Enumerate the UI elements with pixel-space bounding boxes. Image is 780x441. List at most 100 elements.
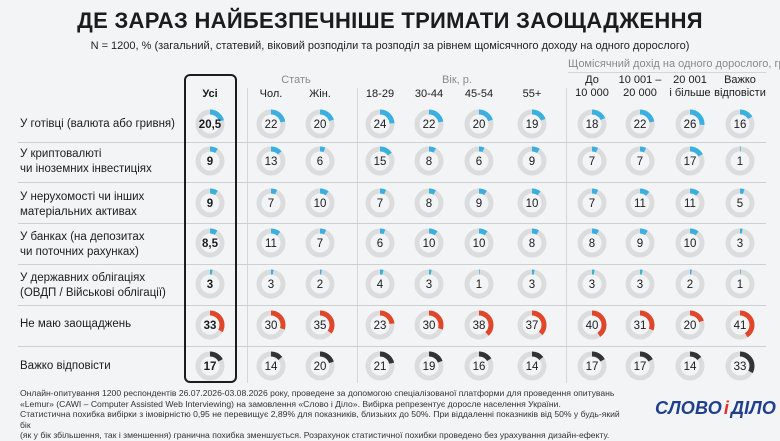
donut-value-label: 20	[684, 320, 697, 332]
donut-arc	[725, 188, 755, 218]
donut-value-label: 17	[204, 361, 217, 373]
donut-arc	[195, 228, 225, 258]
donut-value-label: 16	[734, 119, 747, 131]
donut-arc	[365, 228, 395, 258]
donut-arc	[517, 310, 547, 340]
donut-value-label: 17	[634, 361, 647, 373]
total-column-highlight	[184, 74, 237, 383]
donut-value-label: 35	[314, 320, 327, 332]
donut-value-label: 7	[377, 198, 383, 210]
column-header: 55+	[522, 88, 542, 100]
donut-cell: 5	[725, 188, 755, 218]
column-header: До 10 000	[575, 74, 609, 99]
donut-arc	[725, 351, 755, 381]
row-label: У державних облігаціях (ОВДП / Військові …	[20, 272, 166, 299]
row-separator	[18, 264, 766, 265]
column-header: Важко відповісти	[714, 74, 766, 99]
donut-cell: 33	[195, 310, 225, 340]
donut-value-label: 14	[684, 361, 697, 373]
group-header: Вік, р.	[442, 74, 472, 86]
donut-cell: 14	[517, 351, 547, 381]
donut-value-label: 10	[314, 198, 327, 210]
donut-value-label: 3	[589, 279, 595, 291]
methodology-line-3: Статистична похибка вибірки з імовірніст…	[20, 409, 620, 430]
donut-cell: 31	[625, 310, 655, 340]
donut-arc	[365, 310, 395, 340]
donut-cell: 3	[625, 269, 655, 299]
donut-value-label: 14	[526, 361, 539, 373]
donut-cell: 9	[625, 228, 655, 258]
donut-arc	[256, 228, 286, 258]
donut-cell: 7	[577, 188, 607, 218]
donut-value-label: 6	[317, 156, 323, 168]
donut-value-label: 31	[634, 320, 647, 332]
donut-arc	[625, 310, 655, 340]
donut-arc	[365, 188, 395, 218]
donut-arc	[675, 109, 705, 139]
donut-value-label: 10	[684, 238, 697, 250]
donut-value-label: 20	[314, 361, 327, 373]
donut-value-label: 15	[374, 156, 387, 168]
donut-value-label: 20	[314, 119, 327, 131]
donut-value-label: 38	[473, 320, 486, 332]
donut-arc	[625, 269, 655, 299]
donut-cell: 22	[414, 109, 444, 139]
donut-arc	[305, 109, 335, 139]
donut-arc	[517, 351, 547, 381]
donut-value-label: 17	[684, 156, 697, 168]
donut-arc	[414, 228, 444, 258]
donut-arc	[577, 310, 607, 340]
donut-cell: 16	[725, 109, 755, 139]
donut-arc	[725, 228, 755, 258]
donut-value-label: 20,5	[199, 119, 222, 131]
donut-arc	[464, 351, 494, 381]
donut-cell: 3	[725, 228, 755, 258]
donut-cell: 38	[464, 310, 494, 340]
column-header: 10 001 –20 000	[618, 74, 662, 99]
donut-value-label: 7	[317, 238, 323, 250]
donut-arc	[305, 188, 335, 218]
donut-value-label: 19	[526, 119, 539, 131]
donut-arc	[464, 146, 494, 176]
donut-value-label: 21	[374, 361, 387, 373]
donut-cell: 4	[365, 269, 395, 299]
donut-arc	[414, 351, 444, 381]
donut-value-label: 9	[207, 198, 213, 210]
donut-value-label: 9	[207, 156, 213, 168]
donut-value-label: 22	[423, 119, 436, 131]
donut-value-label: 33	[204, 320, 217, 332]
column-header: 45-54	[464, 88, 494, 100]
donut-value-label: 41	[734, 320, 747, 332]
donut-arc	[464, 269, 494, 299]
donut-arc	[195, 269, 225, 299]
donut-value-label: 11	[684, 198, 696, 210]
donut-value-label: 30	[423, 320, 436, 332]
donut-arc	[414, 269, 444, 299]
donut-cell: 14	[256, 351, 286, 381]
donut-cell: 3	[256, 269, 286, 299]
donut-cell: 6	[305, 146, 335, 176]
methodology-line-1: Онлайн-опитування 1200 респондентів 26.0…	[20, 388, 615, 398]
donut-cell: 30	[256, 310, 286, 340]
donut-arc	[625, 146, 655, 176]
donut-value-label: 7	[637, 156, 643, 168]
donut-cell: 9	[195, 188, 225, 218]
donut-cell: 1	[725, 269, 755, 299]
donut-cell: 21	[365, 351, 395, 381]
donut-cell: 13	[256, 146, 286, 176]
donut-value-label: 2	[317, 279, 323, 291]
column-header: Усі	[202, 88, 218, 100]
donut-value-label: 1	[737, 156, 743, 168]
methodology-note: Онлайн-опитування 1200 респондентів 26.0…	[20, 388, 620, 441]
donut-arc	[464, 310, 494, 340]
donut-value-label: 8	[589, 238, 595, 250]
row-separator	[18, 346, 766, 347]
donut-arc	[414, 109, 444, 139]
donut-value-label: 40	[586, 320, 599, 332]
donut-cell: 24	[365, 109, 395, 139]
donut-arc	[675, 146, 705, 176]
donut-arc	[725, 269, 755, 299]
row-separator	[18, 305, 766, 306]
donut-value-label: 6	[377, 238, 383, 250]
